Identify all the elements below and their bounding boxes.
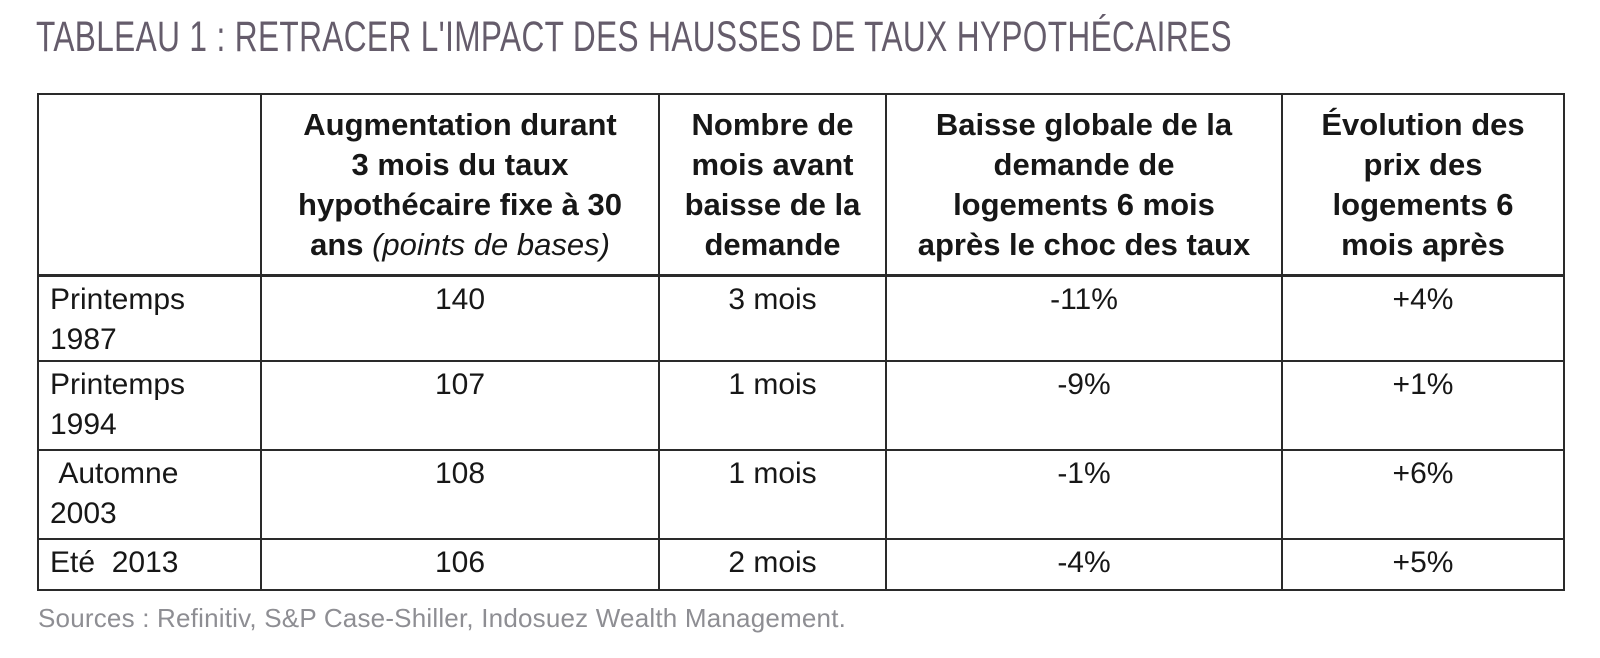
cell-demand-drop: -4% <box>885 538 1283 591</box>
cell-months-before-drop: 1 mois <box>658 360 887 451</box>
mortgage-rate-impact-table: Augmentation durant 3 mois du taux hypot… <box>37 93 1565 591</box>
cell-demand-drop: -1% <box>885 449 1283 540</box>
cell-demand-drop: -9% <box>885 360 1283 451</box>
header-row: Augmentation durant 3 mois du taux hypot… <box>37 93 1565 277</box>
cell-rate-increase: 140 <box>260 274 660 362</box>
table-title: TABLEAU 1 : RETRACER L'IMPACT DES HAUSSE… <box>36 13 1232 61</box>
cell-price-evolution: +4% <box>1281 274 1565 362</box>
table-row-automne-2003: Automne 2003 108 1 mois -1% +6% <box>37 449 1565 540</box>
column-header-price-evolution: Évolution des prix des logements 6 mois … <box>1281 93 1565 277</box>
table-row-ete-2013: Eté 2013 106 2 mois -4% +5% <box>37 538 1565 591</box>
row-label: Printemps 1994 <box>37 360 262 451</box>
row-label: Printemps 1987 <box>37 274 262 362</box>
cell-months-before-drop: 2 mois <box>658 538 887 591</box>
table-body: Printemps 1987 140 3 mois -11% +4% Print… <box>37 274 1565 591</box>
cell-rate-increase: 106 <box>260 538 660 591</box>
cell-price-evolution: +1% <box>1281 360 1565 451</box>
table-row-printemps-1994: Printemps 1994 107 1 mois -9% +1% <box>37 360 1565 451</box>
cell-months-before-drop: 3 mois <box>658 274 887 362</box>
column-header-months-before-demand-drop: Nombre de mois avant baisse de la demand… <box>658 93 887 277</box>
table-header: Augmentation durant 3 mois du taux hypot… <box>37 93 1565 277</box>
column-header-rate-increase-bold: Augmentation durant 3 mois du taux hypot… <box>298 106 622 262</box>
sources-note: Sources : Refinitiv, S&P Case-Shiller, I… <box>38 603 847 633</box>
cell-rate-increase: 107 <box>260 360 660 451</box>
column-header-rate-increase-unit: (points de bases) <box>363 226 610 262</box>
cell-months-before-drop: 1 mois <box>658 449 887 540</box>
cell-rate-increase: 108 <box>260 449 660 540</box>
cell-demand-drop: -11% <box>885 274 1283 362</box>
row-label: Eté 2013 <box>37 538 262 591</box>
cell-price-evolution: +5% <box>1281 538 1565 591</box>
cell-price-evolution: +6% <box>1281 449 1565 540</box>
row-label: Automne 2003 <box>37 449 262 540</box>
column-header-demand-drop: Baisse globale de la demande de logement… <box>885 93 1283 277</box>
table-row-printemps-1987: Printemps 1987 140 3 mois -11% +4% <box>37 274 1565 362</box>
column-header-empty <box>37 93 262 277</box>
column-header-rate-increase: Augmentation durant 3 mois du taux hypot… <box>260 93 660 277</box>
